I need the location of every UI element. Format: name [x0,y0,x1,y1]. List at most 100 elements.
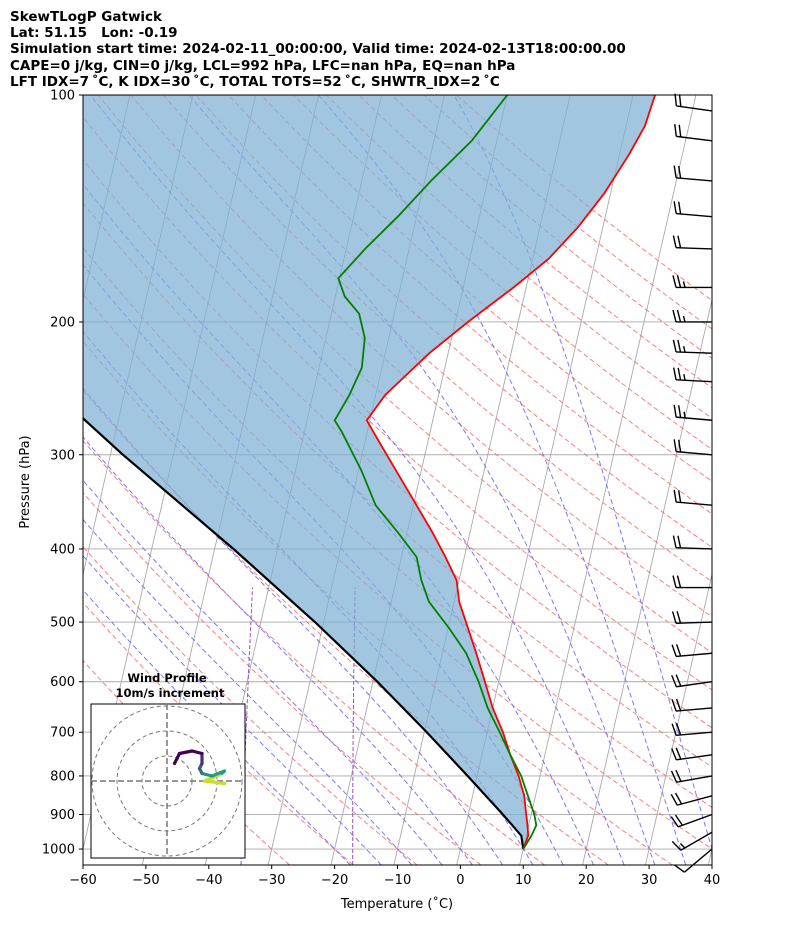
barb-flag [674,124,677,137]
axis-ticks: −60 −50 −40 −30 −20 −10 0 10 20 30 40 1000 900 800 700… [42,89,720,889]
hodograph-ring [141,755,193,807]
hodograph-segment [172,751,182,766]
wind-barb [672,235,713,250]
barb-staff [676,212,713,218]
barb-flag [677,405,682,418]
x-axis-label: Temperature (˚C) [340,896,453,912]
dry-adiabat [228,95,712,515]
barb-staff [676,416,713,421]
barb-flag [673,439,677,452]
barb-flag [677,535,682,549]
barb-flag [677,339,682,353]
x-tick-label: −50 [132,873,159,888]
barb-staff [676,135,713,142]
barb-staff [676,379,713,383]
hodograph-segment [177,749,194,756]
barb-half-flag [679,843,686,849]
wind-barb [671,723,713,737]
barb-flag [673,489,677,503]
wind-barb [671,747,713,761]
barb-half-flag [683,411,686,419]
barb-staff [676,775,713,783]
barb-half-flag [682,315,686,323]
isotherm-line [0,95,4,865]
wind-barb [674,124,713,142]
barb-flag [670,793,678,806]
hodograph-subtitle: 10m/s increment [116,686,225,700]
barb-flag [673,864,685,873]
wind-barb [671,644,713,658]
wind-barb [673,848,713,873]
barb-staff [675,547,713,550]
barb-flag [676,575,682,588]
cape-line: CAPE=0 j/kg, CIN=0 j/kg, LCL=992 hPa, LF… [10,58,516,74]
barb-half-flag [683,346,686,353]
y-tick-label: 1000 [42,843,75,858]
dry-adiabat [325,95,712,419]
barb-flag [672,235,677,248]
wind-barb [671,611,713,624]
x-tick-label: −20 [321,873,348,888]
hodograph-segment [190,749,204,756]
barb-staff [676,652,713,658]
barb-staff [676,754,713,761]
wind-barb [672,339,713,354]
y-tick-label: 800 [50,769,75,784]
wind-barb [672,535,713,550]
wind-barb [673,201,713,218]
wind-barb [672,575,712,589]
location-line: Lat: 51.15 Lon: -0.19 [10,25,178,41]
hodograph-segment [202,779,227,786]
barb-flag [671,644,677,657]
barb-flag [673,165,677,178]
y-axis-label: Pressure (hPa) [18,435,33,528]
moist-adiabat [83,518,413,865]
moist-adiabat [83,387,504,865]
barb-half-flag [683,374,686,381]
wind-barb [673,404,713,421]
hodograph-ring [91,705,243,857]
moist-adiabat [83,479,443,865]
barb-flag [671,723,677,736]
barb-flag [673,201,677,214]
barb-flag [672,309,677,323]
barb-flag [672,535,677,548]
isotherm-line [582,297,712,865]
y-tick-label: 100 [50,89,75,104]
barb-flag [675,698,682,711]
wind-barbs [670,93,713,873]
x-tick-label: −30 [258,873,285,888]
x-tick-label: 20 [578,873,595,888]
barb-staff [676,681,713,688]
barb-staff [675,621,713,624]
time-line: Simulation start time: 2024-02-11_00:00:… [10,41,626,57]
barb-flag [675,747,682,760]
barb-staff [676,501,713,506]
isotherm-line [645,572,712,865]
wind-barb [672,367,713,383]
barb-flag [674,792,683,805]
wind-barb [672,275,712,289]
dry-adiabat [83,545,418,865]
barb-flag [677,439,682,453]
dry-adiabat [195,95,712,548]
y-tick-label: 700 [50,726,75,741]
isotherm-line [707,847,712,865]
barb-flag [671,611,677,624]
x-tick-label: 10 [515,873,532,888]
barb-flag [672,275,677,288]
wind-barb [674,93,713,112]
x-tick-label: 0 [456,873,464,888]
moist-adiabat [188,95,656,865]
wind-barb [673,489,713,506]
barb-flag [674,93,678,107]
y-tick-label: 500 [50,616,75,631]
barb-staff [677,813,713,828]
hodograph: Wind Profile 10m/s increment [90,671,246,859]
dry-adiabat [162,95,712,583]
y-tick-label: 900 [50,808,75,823]
barb-flag [672,339,677,353]
hodograph-segment [210,769,227,778]
wind-barb [673,439,713,456]
isotherm-line [0,95,67,865]
